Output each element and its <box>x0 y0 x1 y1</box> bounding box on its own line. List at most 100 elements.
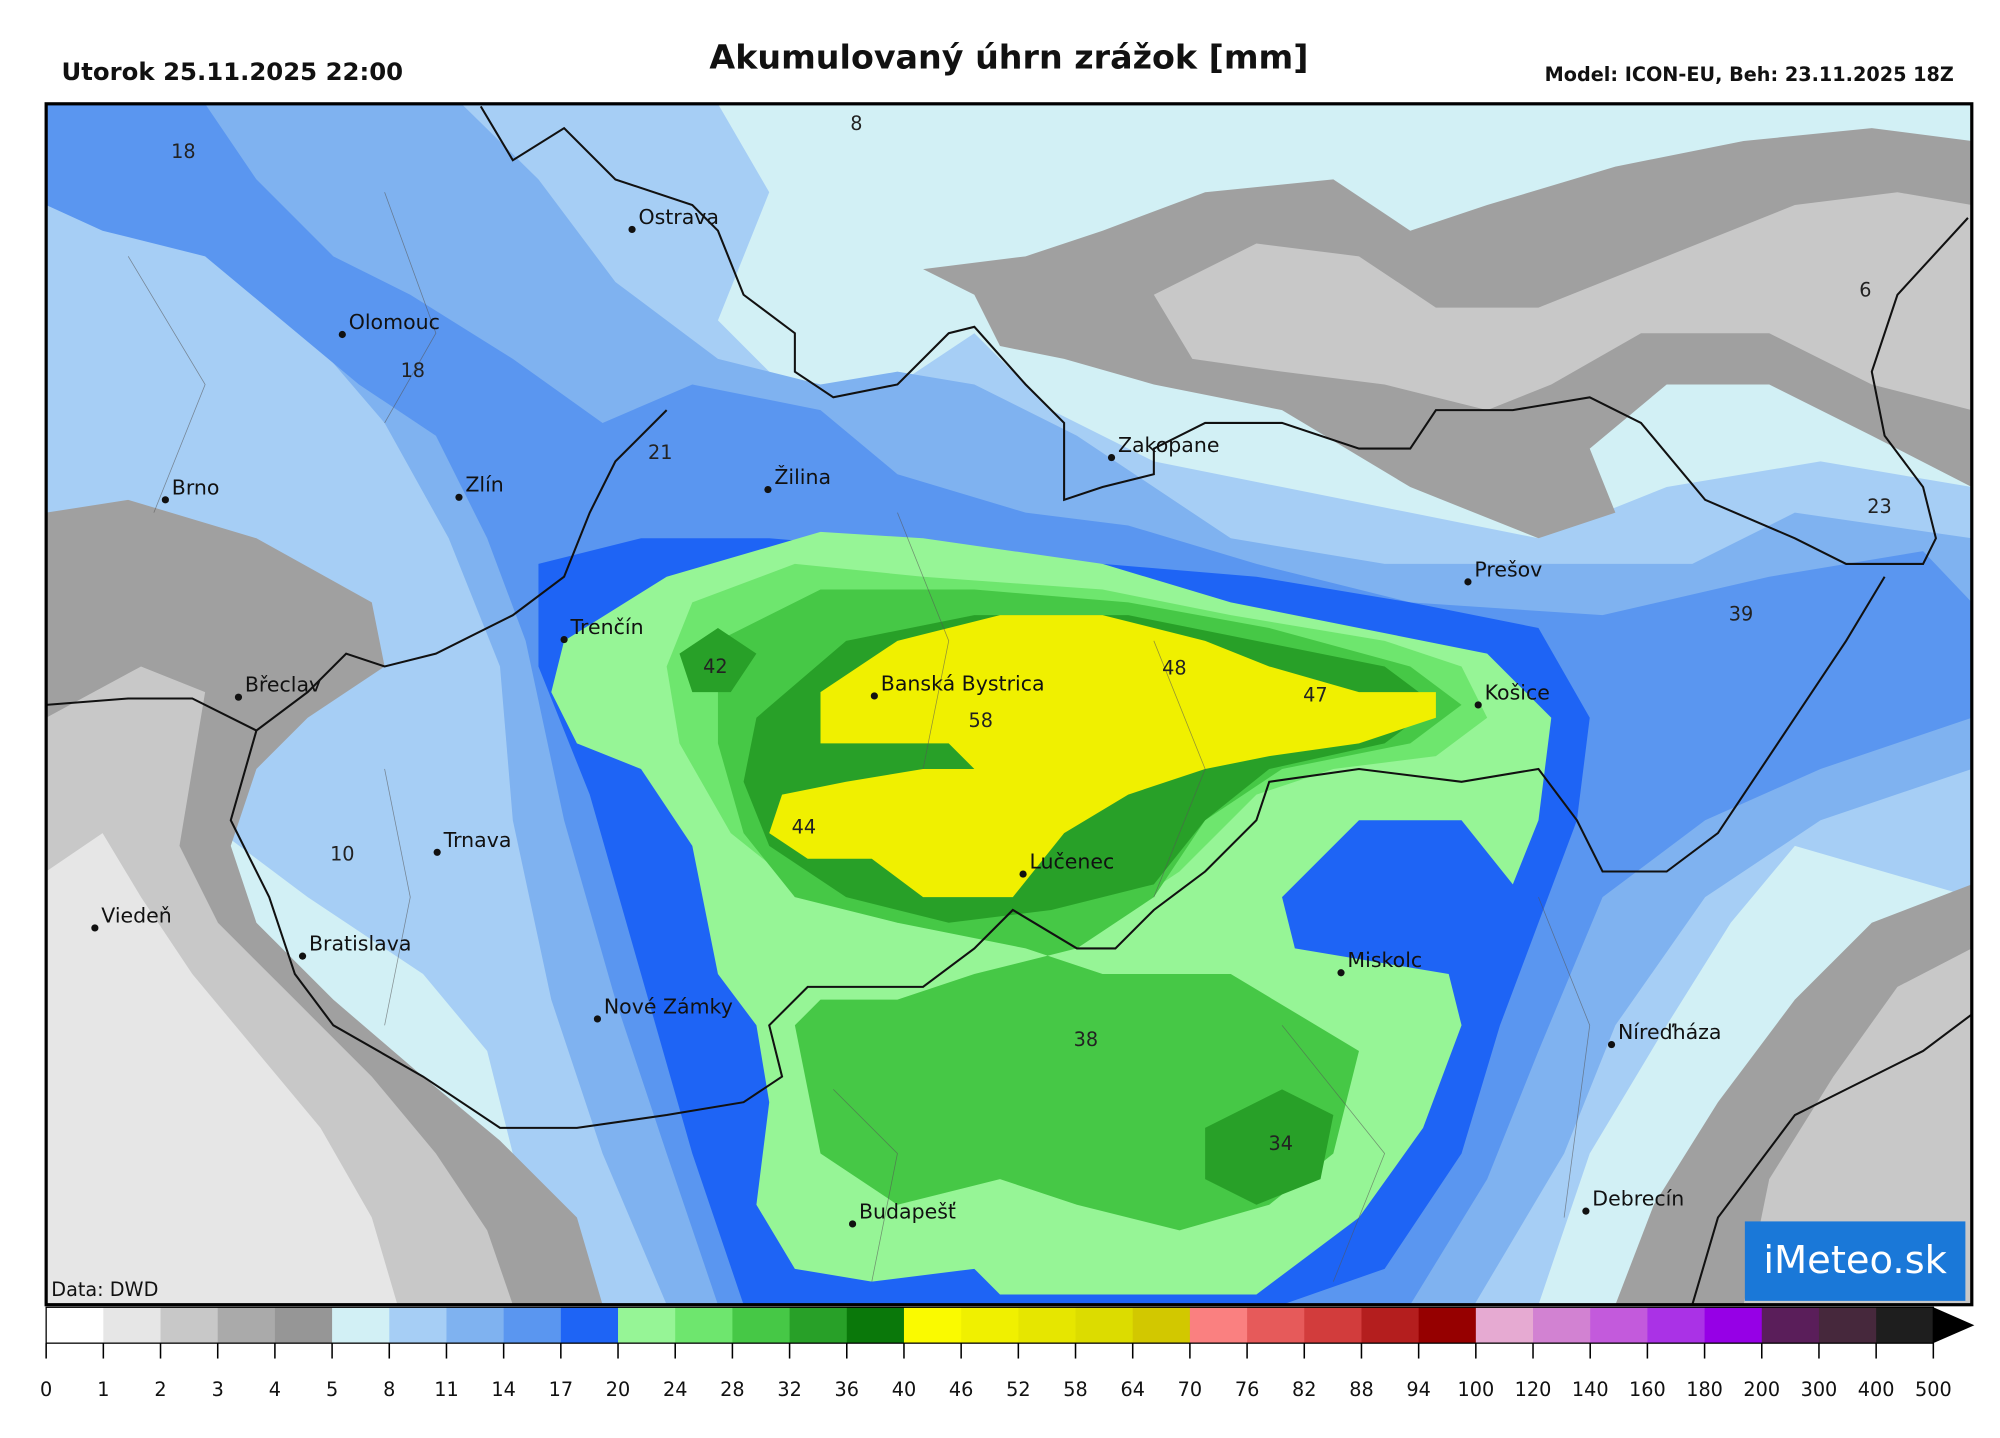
legend-bin <box>503 1307 562 1344</box>
city-label: Ostrava <box>638 205 719 229</box>
city-label: Brno <box>172 475 220 499</box>
legend-tick-label: 28 <box>720 1378 744 1401</box>
city-label: Debrecín <box>1592 1187 1684 1211</box>
city-label: Zakopane <box>1118 433 1220 457</box>
city-dot <box>628 225 636 234</box>
map-value: 23 <box>1867 495 1891 518</box>
city-dot <box>161 496 169 504</box>
city-dot <box>870 692 878 700</box>
legend-frame <box>45 1306 1934 1344</box>
legend-tick-label: 64 <box>1120 1378 1144 1401</box>
city-label: Prešov <box>1474 557 1542 581</box>
map-value: 47 <box>1303 683 1327 706</box>
legend-tick-label: 100 <box>1457 1378 1494 1401</box>
city-dot <box>764 485 772 494</box>
legend-bin <box>1647 1307 1705 1344</box>
legend-tick-label: 94 <box>1406 1378 1430 1401</box>
map-value: 21 <box>648 441 672 464</box>
legend-bin <box>789 1307 848 1344</box>
legend-bin <box>1132 1307 1191 1344</box>
legend-bin <box>1247 1307 1305 1344</box>
legend-tick-label: 11 <box>434 1378 458 1401</box>
city-label: Níreďháza <box>1618 1020 1722 1044</box>
logo: iMeteo.sk <box>1763 1238 1947 1283</box>
city-dot <box>298 952 307 960</box>
map-value: 10 <box>330 842 354 865</box>
legend-bin <box>217 1307 276 1344</box>
city-label: Lučenec <box>1029 850 1114 874</box>
legend-tick-label: 52 <box>1006 1378 1030 1401</box>
legend-bin <box>332 1307 390 1344</box>
city-label: Žilina <box>774 464 831 489</box>
map-frame <box>44 102 1974 1307</box>
legend-tick-label: 140 <box>1572 1378 1609 1401</box>
legend-tick-label: 36 <box>835 1378 859 1401</box>
legend-bin <box>274 1307 333 1344</box>
city-label: Miskolc <box>1347 948 1422 972</box>
legend-bin <box>1818 1307 1877 1344</box>
legend-tick-label: 46 <box>949 1378 973 1401</box>
legend-tick-label: 4 <box>269 1378 281 1401</box>
legend-bin <box>160 1307 219 1344</box>
legend-bin <box>1475 1307 1534 1344</box>
legend-bin <box>1876 1307 1934 1344</box>
legend-tick-label: 2 <box>154 1378 166 1401</box>
legend-tick-label: 70 <box>1178 1378 1202 1401</box>
map <box>46 103 1972 1305</box>
city-dot <box>1019 870 1027 878</box>
legend-tick-label: 88 <box>1349 1378 1373 1401</box>
map-value: 58 <box>969 709 993 732</box>
legend-bin <box>389 1307 447 1344</box>
city-label: Olomouc <box>349 310 440 334</box>
legend-bin <box>903 1307 962 1344</box>
legend-tick-label: 40 <box>892 1378 916 1401</box>
header-right: Model: ICON-EU, Beh: 23.11.2025 18Z <box>1545 63 1954 86</box>
legend-bin <box>1018 1307 1076 1344</box>
city-label: Trnava <box>443 828 512 852</box>
header-left: Utorok 25.11.2025 22:00 <box>62 57 404 86</box>
legend-tick-label: 5 <box>326 1378 338 1401</box>
map-value: 8 <box>850 112 862 135</box>
city-dot <box>1607 1040 1616 1049</box>
legend-bin <box>1590 1307 1648 1344</box>
map-value: 34 <box>1269 1132 1293 1155</box>
legend-tick-label: 3 <box>212 1378 224 1401</box>
city-label: Košice <box>1485 680 1550 704</box>
city-dot <box>91 924 99 932</box>
city-dot <box>560 635 568 644</box>
legend-bin <box>618 1307 676 1344</box>
legend-tick-label: 500 <box>1915 1378 1952 1401</box>
city-label: Břeclav <box>245 673 321 697</box>
city-label: Nové Zámky <box>604 994 733 1018</box>
map-value: 18 <box>401 359 425 382</box>
city-label: Budapešť <box>859 1199 956 1223</box>
city-label: Zlín <box>465 473 503 497</box>
legend-bin <box>446 1307 505 1344</box>
header-title: Akumulovaný úhrn zrážok [mm] <box>709 37 1308 76</box>
legend-bin <box>1418 1307 1477 1344</box>
legend-arrow <box>1933 1307 1975 1344</box>
legend-tick-label: 24 <box>663 1378 687 1401</box>
legend-tick-label: 20 <box>606 1378 630 1401</box>
legend-bin <box>846 1307 905 1344</box>
city-label: Bratislava <box>309 932 411 956</box>
legend-tick-label: 76 <box>1235 1378 1259 1401</box>
map-value: 39 <box>1729 603 1753 626</box>
legend-tick-label: 32 <box>777 1378 801 1401</box>
city-dot <box>1107 453 1116 462</box>
legend-tick-label: 120 <box>1515 1378 1552 1401</box>
city-dot <box>1464 578 1472 586</box>
city-dot <box>593 1015 602 1023</box>
legend-tick-label: 180 <box>1686 1378 1723 1401</box>
source: Data: DWD <box>51 1278 158 1301</box>
legend-tick-label: 8 <box>383 1378 395 1401</box>
legend-bin <box>1304 1307 1362 1344</box>
legend-bin <box>1361 1307 1420 1344</box>
legend-tick-label: 400 <box>1858 1378 1895 1401</box>
legend-bin <box>1761 1307 1820 1344</box>
legend-tick-label: 0 <box>40 1378 52 1401</box>
city-dot <box>234 693 243 701</box>
legend-bin <box>103 1307 161 1344</box>
